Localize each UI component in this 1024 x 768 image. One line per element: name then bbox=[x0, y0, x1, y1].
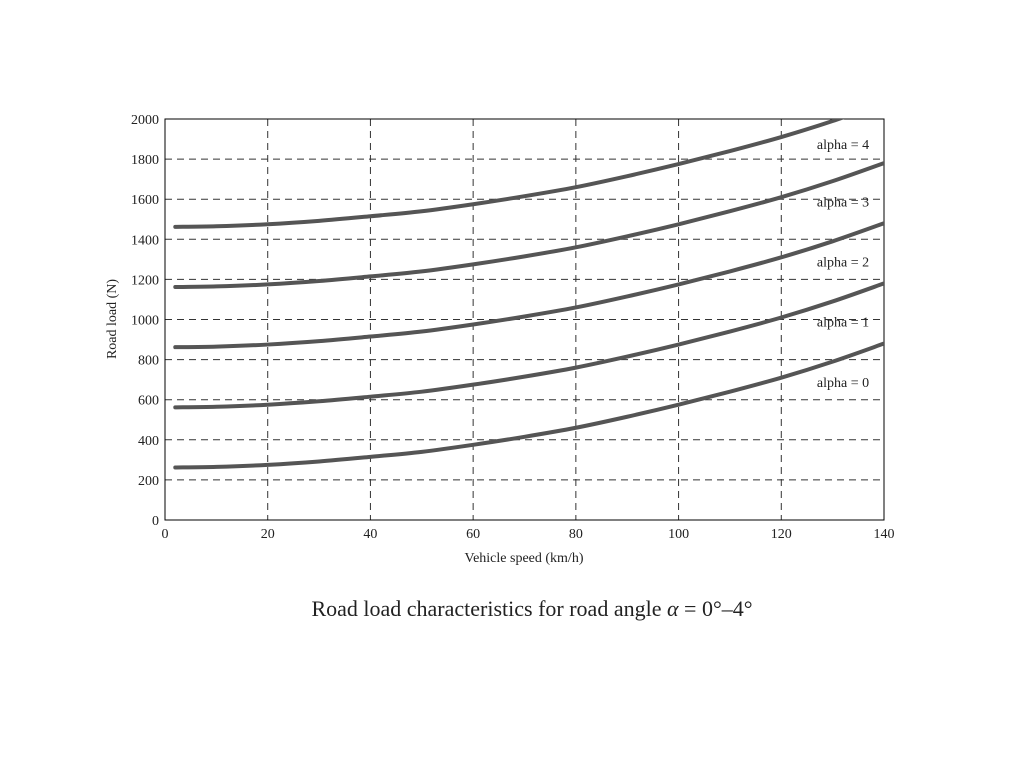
plot-frame bbox=[164, 118, 885, 521]
caption-suffix: = 0°–4° bbox=[678, 596, 753, 621]
x-tick-label: 120 bbox=[771, 527, 792, 542]
series-line-alpha-3 bbox=[173, 161, 884, 290]
series-label-alpha-2: alpha = 2 bbox=[817, 256, 869, 271]
y-tick-label: 600 bbox=[138, 394, 159, 409]
x-tick-label: 60 bbox=[466, 527, 480, 542]
x-tick-label: 80 bbox=[569, 527, 583, 542]
x-tick-label: 100 bbox=[668, 527, 689, 542]
y-tick-label: 1600 bbox=[131, 193, 159, 208]
y-tick-label: 1000 bbox=[131, 314, 159, 329]
series-label-alpha-4: alpha = 4 bbox=[817, 138, 869, 153]
caption-alpha-symbol: α bbox=[666, 596, 679, 621]
figure-caption: Road load characteristics for road angle… bbox=[0, 596, 1024, 622]
series-line-alpha-2 bbox=[173, 221, 884, 350]
x-tick-label: 140 bbox=[874, 527, 895, 542]
x-axis-label: Vehicle speed (km/h) bbox=[465, 551, 584, 566]
x-tick-label: 20 bbox=[261, 527, 275, 542]
series-label-alpha-0: alpha = 0 bbox=[817, 376, 869, 391]
series-line-alpha-0 bbox=[173, 341, 884, 470]
y-tick-label: 200 bbox=[138, 474, 159, 489]
tick-labels: 0 20 40 60 80 100 120 1400200400600800100012001… bbox=[131, 113, 895, 542]
y-tick-label: 1400 bbox=[131, 233, 159, 248]
x-tick-label: 0 bbox=[162, 527, 169, 542]
caption-prefix: Road load characteristics for road angle bbox=[311, 596, 667, 621]
series-line-alpha-4 bbox=[173, 119, 845, 229]
x-tick-label: 40 bbox=[363, 527, 377, 542]
series-labels: alpha = 0 alpha = 1 alpha = 2 alpha = 3 alph… bbox=[817, 138, 869, 391]
y-tick-label: 1800 bbox=[131, 153, 159, 168]
series-layer bbox=[173, 119, 884, 470]
y-axis-label: Road load (N) bbox=[105, 279, 120, 359]
y-tick-label: 1200 bbox=[131, 273, 159, 288]
y-tick-label: 800 bbox=[138, 354, 159, 369]
series-label-alpha-3: alpha = 3 bbox=[817, 195, 869, 210]
series-label-alpha-1: alpha = 1 bbox=[817, 316, 869, 331]
y-tick-label: 0 bbox=[152, 514, 159, 529]
y-tick-label: 2000 bbox=[131, 113, 159, 128]
series-line-alpha-1 bbox=[173, 281, 884, 410]
y-tick-label: 400 bbox=[138, 434, 159, 449]
